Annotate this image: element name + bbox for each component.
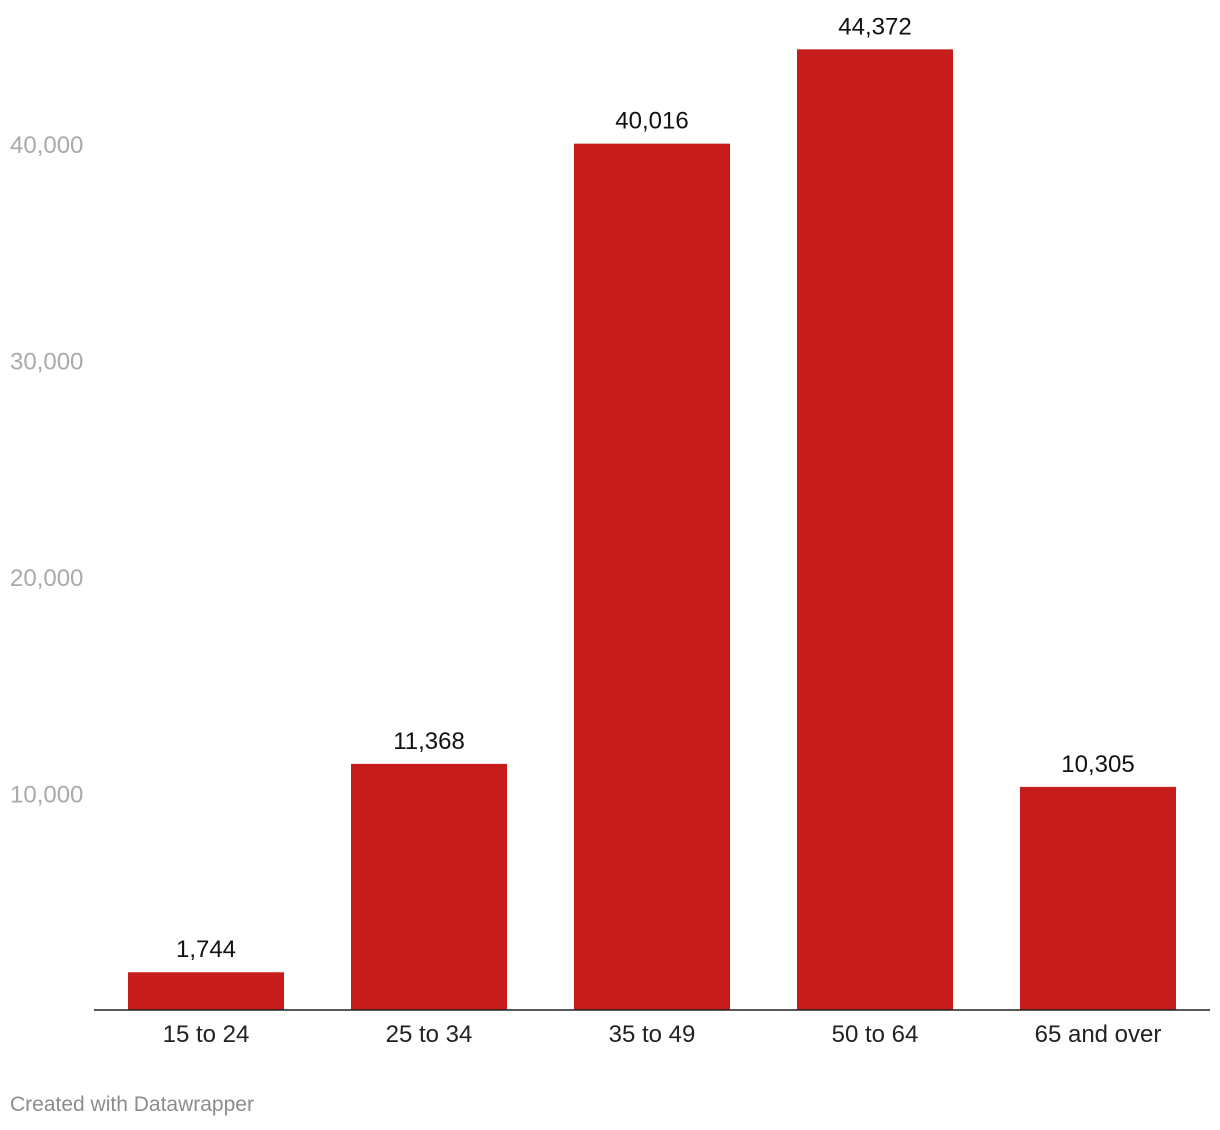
bar-value-label: 1,744 [176, 936, 236, 963]
bar [351, 763, 507, 1010]
bar [797, 49, 953, 1011]
bar [128, 972, 284, 1010]
bar-value-label: 40,016 [615, 108, 688, 135]
bar [574, 143, 730, 1011]
bar-value-label: 10,305 [1061, 751, 1134, 778]
credit-text: Created with Datawrapper [10, 1093, 254, 1116]
y-tick-label: 10,000 [10, 782, 83, 809]
y-tick-label: 30,000 [10, 349, 83, 376]
y-axis: 10,000 20,000 30,000 40,000 [10, 132, 83, 809]
bar-chart: 10,000 20,000 30,000 40,000 1,744 11,368 40,0… [10, 13, 1210, 1048]
x-tick-label: 25 to 34 [386, 1021, 473, 1048]
x-tick-label: 65 and over [1035, 1021, 1162, 1048]
y-tick-label: 40,000 [10, 132, 83, 159]
bars [128, 49, 1176, 1011]
y-tick-label: 20,000 [10, 565, 83, 592]
x-tick-label: 15 to 24 [163, 1021, 250, 1048]
bar-value-label: 44,372 [838, 13, 911, 40]
bar [1020, 786, 1176, 1010]
x-tick-label: 35 to 49 [609, 1021, 696, 1048]
value-labels: 1,744 11,368 40,016 44,372 10,305 [176, 13, 1135, 963]
bar-value-label: 11,368 [393, 728, 465, 755]
x-tick-label: 50 to 64 [832, 1021, 919, 1048]
x-axis: 15 to 24 25 to 34 35 to 49 50 to 64 65 and o… [163, 1021, 1162, 1048]
